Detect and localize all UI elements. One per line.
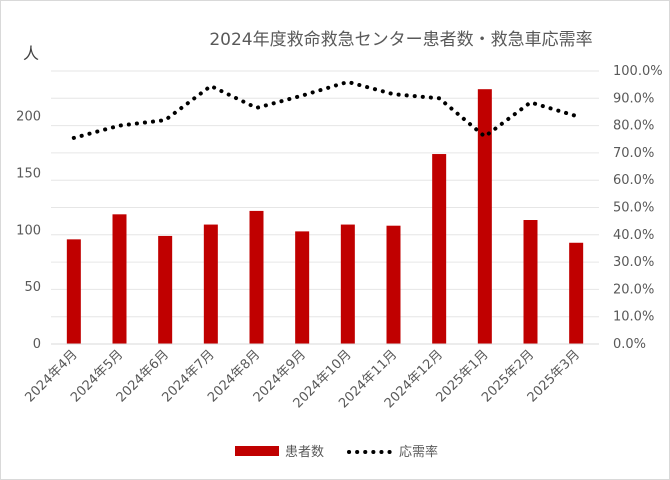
bar-patients [66, 239, 81, 344]
y-left-unit-label: 人 [23, 44, 39, 63]
bar-patients [249, 210, 264, 344]
y-right-tick-label: 100.0% [613, 64, 663, 79]
y-right-tick-label: 0.0% [613, 337, 646, 352]
y-right-tick-label: 30.0% [613, 255, 654, 270]
line-series [71, 79, 579, 140]
y-left-tick-label: 150 [16, 166, 41, 181]
bar-series [66, 89, 584, 344]
legend-label-patients: 患者数 [285, 445, 324, 460]
bar-patients [112, 214, 127, 344]
legend-swatch-patients [235, 446, 279, 456]
bar-patients [386, 225, 401, 344]
legend: 患者数 応需率 [235, 444, 438, 460]
gridlines [51, 70, 599, 318]
chart-title: 2024年度救命救急センター患者数・救急車応需率 [209, 30, 592, 50]
y-right-tick-label: 20.0% [613, 282, 654, 297]
y-right-axis: 0.0% 10.0% 20.0% 30.0% 40.0% 50.0% 60.0% 70.0% 8… [613, 64, 663, 352]
y-left-tick-label: 200 [16, 110, 41, 125]
bar-patients [477, 89, 492, 344]
legend-label-response-rate: 応需率 [399, 444, 438, 460]
y-right-tick-label: 70.0% [613, 146, 654, 161]
y-right-tick-label: 60.0% [613, 173, 654, 188]
bar-patients [569, 242, 584, 344]
bar-patients [158, 235, 173, 344]
bar-patients [295, 231, 310, 344]
bar-patients [432, 154, 447, 344]
bar-patients [523, 220, 538, 344]
y-right-tick-label: 40.0% [613, 228, 654, 243]
y-left-tick-label: 0 [33, 337, 41, 352]
bar-patients [203, 224, 218, 344]
x-axis: 2024年4月2024年5月2024年6月2024年7月2024年8月2024年… [22, 347, 583, 411]
y-right-tick-label: 90.0% [613, 91, 654, 106]
y-right-tick-label: 10.0% [613, 310, 654, 325]
bar-patients [340, 224, 355, 344]
y-left-axis: 0 50 100 150 200 [16, 110, 41, 353]
y-right-tick-label: 80.0% [613, 119, 654, 134]
y-left-tick-label: 50 [24, 280, 41, 295]
y-right-tick-label: 50.0% [613, 201, 654, 216]
line-response-rate [71, 79, 579, 140]
y-left-tick-label: 100 [16, 223, 41, 238]
